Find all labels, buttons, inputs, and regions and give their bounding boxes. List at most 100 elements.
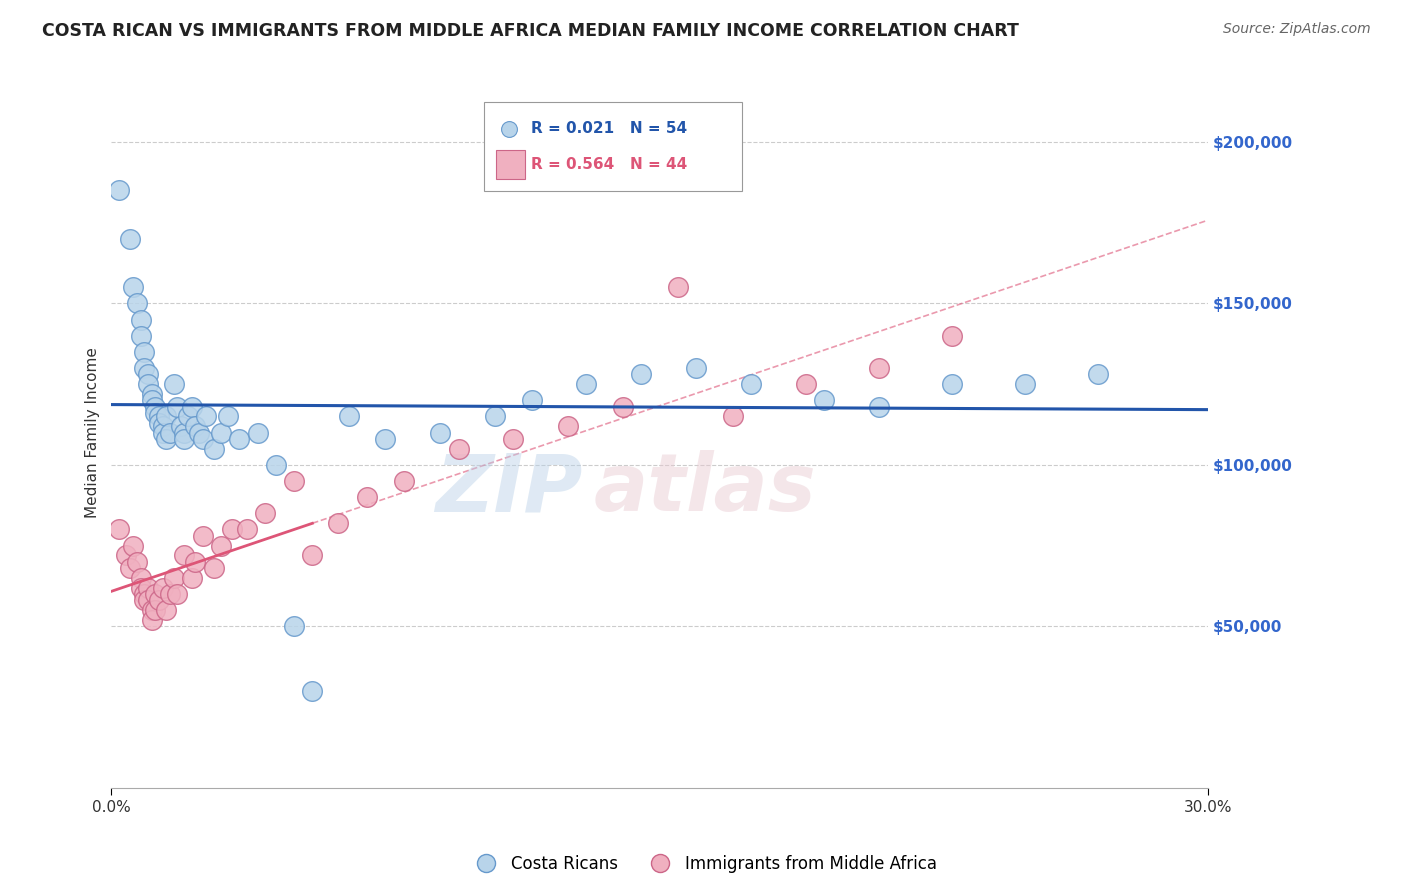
Costa Ricans (301, 684, 323, 698)
Immigrants from Middle Africa (283, 474, 305, 488)
Immigrants from Middle Africa (173, 549, 195, 563)
Costa Ricans (152, 425, 174, 440)
Immigrants from Middle Africa (141, 603, 163, 617)
Costa Ricans (264, 458, 287, 472)
Immigrants from Middle Africa (502, 432, 524, 446)
Costa Ricans (630, 368, 652, 382)
Immigrants from Middle Africa (129, 571, 152, 585)
Immigrants from Middle Africa (235, 523, 257, 537)
FancyBboxPatch shape (484, 103, 742, 191)
Costa Ricans (209, 425, 232, 440)
Costa Ricans (283, 619, 305, 633)
Point (114, 780, 136, 795)
Immigrants from Middle Africa (794, 377, 817, 392)
Immigrants from Middle Africa (134, 593, 156, 607)
Immigrants from Middle Africa (166, 587, 188, 601)
Costa Ricans (107, 184, 129, 198)
Y-axis label: Median Family Income: Median Family Income (86, 347, 100, 518)
Immigrants from Middle Africa (184, 555, 207, 569)
Costa Ricans (337, 409, 360, 424)
Immigrants from Middle Africa (253, 506, 276, 520)
Immigrants from Middle Africa (134, 587, 156, 601)
Immigrants from Middle Africa (136, 593, 159, 607)
Immigrants from Middle Africa (159, 587, 181, 601)
Immigrants from Middle Africa (447, 442, 470, 456)
Immigrants from Middle Africa (155, 603, 177, 617)
Costa Ricans (191, 432, 214, 446)
Costa Ricans (136, 377, 159, 392)
Legend: Costa Ricans, Immigrants from Middle Africa: Costa Ricans, Immigrants from Middle Afr… (463, 848, 943, 880)
Costa Ricans (122, 280, 145, 294)
Costa Ricans (1087, 368, 1109, 382)
Costa Ricans (141, 387, 163, 401)
Costa Ricans (129, 328, 152, 343)
Immigrants from Middle Africa (180, 571, 202, 585)
Costa Ricans (148, 409, 170, 424)
Costa Ricans (134, 344, 156, 359)
Immigrants from Middle Africa (152, 581, 174, 595)
Costa Ricans (166, 400, 188, 414)
Text: Source: ZipAtlas.com: Source: ZipAtlas.com (1223, 22, 1371, 37)
Costa Ricans (173, 425, 195, 440)
Immigrants from Middle Africa (557, 419, 579, 434)
Immigrants from Middle Africa (612, 400, 634, 414)
Costa Ricans (484, 409, 506, 424)
Immigrants from Middle Africa (122, 539, 145, 553)
Text: COSTA RICAN VS IMMIGRANTS FROM MIDDLE AFRICA MEDIAN FAMILY INCOME CORRELATION CH: COSTA RICAN VS IMMIGRANTS FROM MIDDLE AF… (42, 22, 1019, 40)
Costa Ricans (143, 406, 166, 420)
Immigrants from Middle Africa (141, 613, 163, 627)
Immigrants from Middle Africa (209, 539, 232, 553)
Costa Ricans (202, 442, 225, 456)
Costa Ricans (143, 400, 166, 414)
Costa Ricans (162, 377, 184, 392)
Costa Ricans (170, 419, 193, 434)
Immigrants from Middle Africa (721, 409, 744, 424)
Costa Ricans (159, 425, 181, 440)
Immigrants from Middle Africa (941, 328, 963, 343)
Costa Ricans (118, 232, 141, 246)
Immigrants from Middle Africa (107, 523, 129, 537)
Immigrants from Middle Africa (301, 549, 323, 563)
Immigrants from Middle Africa (868, 361, 890, 376)
Costa Ricans (246, 425, 269, 440)
Immigrants from Middle Africa (221, 523, 243, 537)
Costa Ricans (941, 377, 963, 392)
Costa Ricans (228, 432, 250, 446)
Costa Ricans (155, 409, 177, 424)
Costa Ricans (685, 361, 707, 376)
Costa Ricans (134, 361, 156, 376)
Costa Ricans (868, 400, 890, 414)
Text: R = 0.021   N = 54: R = 0.021 N = 54 (531, 121, 688, 136)
Costa Ricans (125, 296, 148, 310)
Costa Ricans (180, 400, 202, 414)
Costa Ricans (429, 425, 451, 440)
Costa Ricans (184, 419, 207, 434)
Costa Ricans (152, 419, 174, 434)
Costa Ricans (575, 377, 598, 392)
Immigrants from Middle Africa (115, 549, 138, 563)
Costa Ricans (141, 393, 163, 408)
Immigrants from Middle Africa (118, 561, 141, 575)
Costa Ricans (1014, 377, 1036, 392)
Costa Ricans (374, 432, 396, 446)
Costa Ricans (195, 409, 218, 424)
Immigrants from Middle Africa (143, 587, 166, 601)
Immigrants from Middle Africa (162, 571, 184, 585)
Immigrants from Middle Africa (326, 516, 349, 530)
Costa Ricans (740, 377, 762, 392)
Immigrants from Middle Africa (191, 529, 214, 543)
FancyBboxPatch shape (496, 151, 524, 179)
Costa Ricans (173, 432, 195, 446)
Costa Ricans (136, 368, 159, 382)
Immigrants from Middle Africa (125, 555, 148, 569)
Immigrants from Middle Africa (143, 603, 166, 617)
Costa Ricans (155, 432, 177, 446)
Immigrants from Middle Africa (392, 474, 415, 488)
Immigrants from Middle Africa (202, 561, 225, 575)
Costa Ricans (177, 409, 200, 424)
Immigrants from Middle Africa (148, 593, 170, 607)
Immigrants from Middle Africa (136, 581, 159, 595)
Text: R = 0.564   N = 44: R = 0.564 N = 44 (531, 157, 688, 172)
Costa Ricans (813, 393, 835, 408)
Immigrants from Middle Africa (356, 490, 378, 504)
